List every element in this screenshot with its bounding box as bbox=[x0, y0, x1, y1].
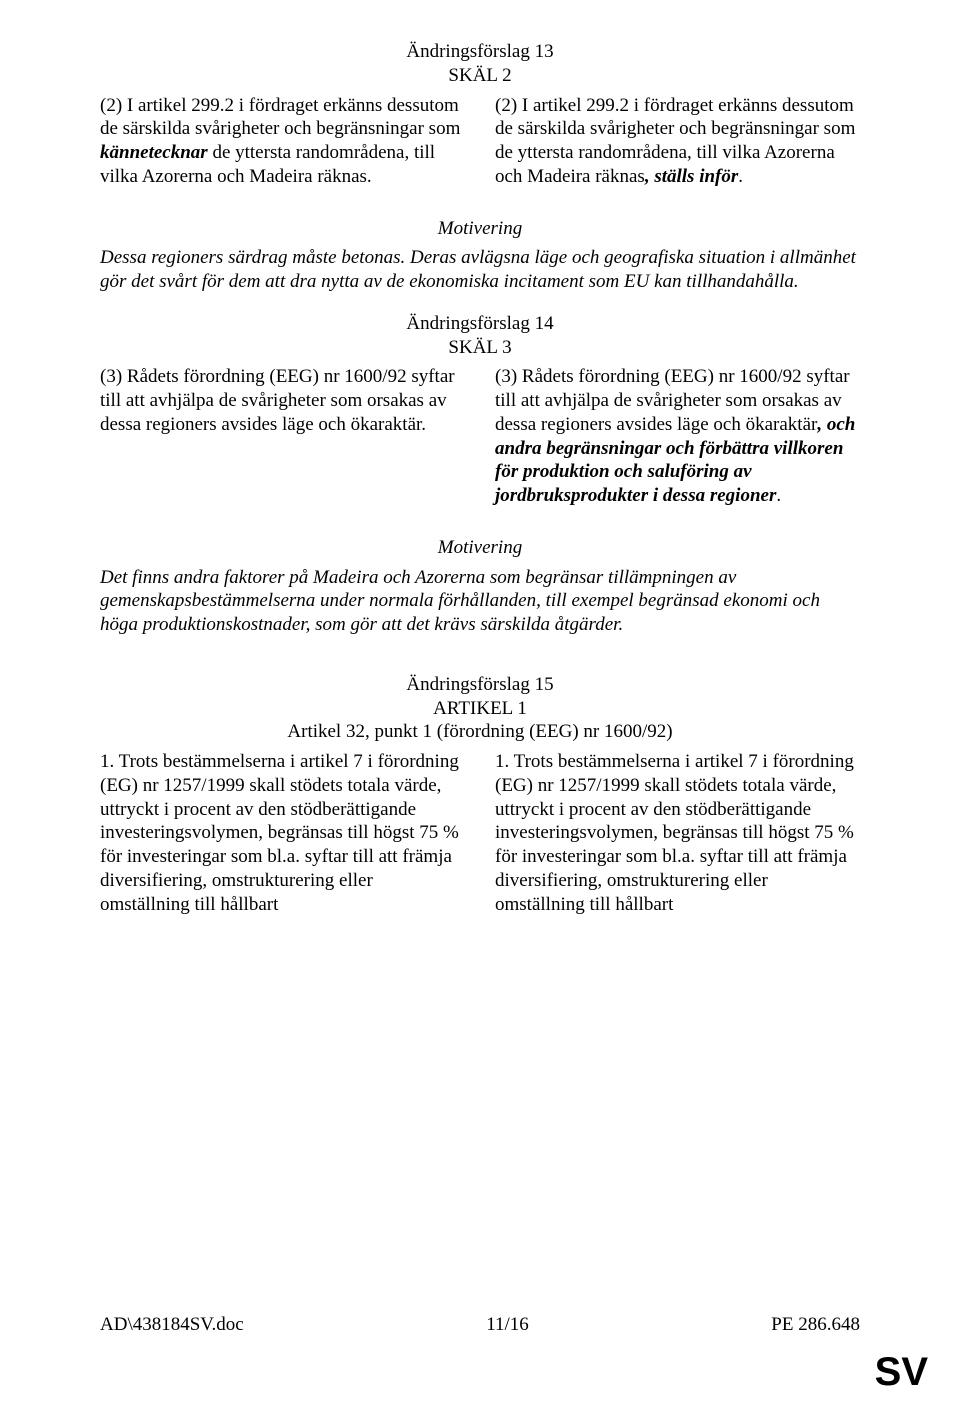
amend15-title-line1: Ändringsförslag 15 bbox=[100, 673, 860, 697]
amend13-right-emph: , ställs inför bbox=[645, 166, 738, 187]
amend14-title-line1: Ändringsförslag 14 bbox=[100, 312, 860, 336]
amend15-title-line3: Artikel 32, punkt 1 (förordning (EEG) nr… bbox=[100, 720, 860, 744]
amend13-left-prefix: (2) I artikel 299.2 i fördraget erkänns … bbox=[100, 95, 460, 140]
page-footer: AD\438184SV.doc 11/16 PE 286.648 bbox=[100, 1313, 860, 1337]
motiv13-text: Dessa regioners särdrag måste betonas. D… bbox=[100, 246, 860, 294]
amend15-title-line2: ARTIKEL 1 bbox=[100, 697, 860, 721]
amend13-left-emph: kännetecknar bbox=[100, 142, 208, 163]
amend13-columns: (2) I artikel 299.2 i fördraget erkänns … bbox=[100, 94, 860, 195]
footer-center: 11/16 bbox=[486, 1313, 529, 1337]
amend15-columns: 1. Trots bestämmelserna i artikel 7 i fö… bbox=[100, 750, 860, 922]
amend13-left-para: (2) I artikel 299.2 i fördraget erkänns … bbox=[100, 94, 465, 189]
amend13-title-line1: Ändringsförslag 13 bbox=[100, 40, 860, 64]
motiv14-text: Det finns andra faktorer på Madeira och … bbox=[100, 566, 860, 637]
language-mark: SV bbox=[875, 1347, 928, 1397]
amend14-right-prefix: (3) Rådets förordning (EEG) nr 1600/92 s… bbox=[495, 366, 850, 435]
amend14-right-para: (3) Rådets förordning (EEG) nr 1600/92 s… bbox=[495, 365, 860, 508]
amend13-right-suffix: . bbox=[738, 166, 743, 187]
amend13-right-col: (2) I artikel 299.2 i fördraget erkänns … bbox=[495, 94, 860, 195]
amend15-left-para: 1. Trots bestämmelserna i artikel 7 i fö… bbox=[100, 750, 465, 916]
motivering-label-2: Motivering bbox=[100, 536, 860, 560]
amend14-left-para: (3) Rådets förordning (EEG) nr 1600/92 s… bbox=[100, 365, 465, 436]
amend14-title-line2: SKÄL 3 bbox=[100, 336, 860, 360]
amend13-title-line2: SKÄL 2 bbox=[100, 64, 860, 88]
amend14-columns: (3) Rådets förordning (EEG) nr 1600/92 s… bbox=[100, 365, 860, 514]
amend14-right-suffix: . bbox=[776, 485, 781, 506]
footer-right: PE 286.648 bbox=[771, 1313, 860, 1337]
motivering-label-1: Motivering bbox=[100, 217, 860, 241]
amend15-left-col: 1. Trots bestämmelserna i artikel 7 i fö… bbox=[100, 750, 465, 922]
amend14-right-col: (3) Rådets förordning (EEG) nr 1600/92 s… bbox=[495, 365, 860, 514]
amend15-right-para: 1. Trots bestämmelserna i artikel 7 i fö… bbox=[495, 750, 860, 916]
footer-left: AD\438184SV.doc bbox=[100, 1313, 244, 1337]
amend13-left-col: (2) I artikel 299.2 i fördraget erkänns … bbox=[100, 94, 465, 195]
amend15-right-col: 1. Trots bestämmelserna i artikel 7 i fö… bbox=[495, 750, 860, 922]
amend13-right-para: (2) I artikel 299.2 i fördraget erkänns … bbox=[495, 94, 860, 189]
amend14-left-col: (3) Rådets förordning (EEG) nr 1600/92 s… bbox=[100, 365, 465, 514]
